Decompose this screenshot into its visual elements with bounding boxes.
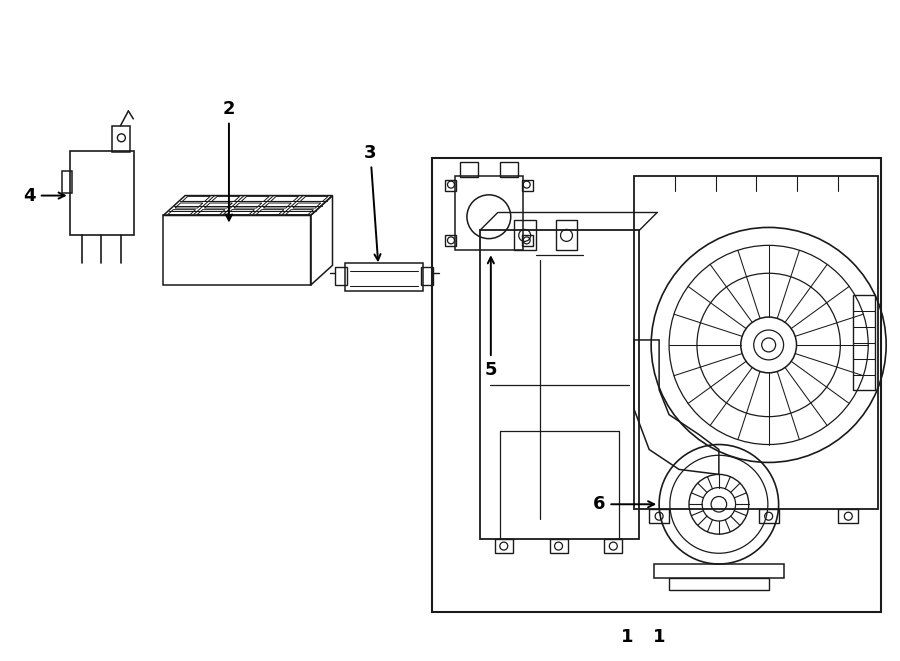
Bar xyxy=(112,126,130,152)
Bar xyxy=(336,267,347,285)
Bar xyxy=(555,221,578,251)
Bar xyxy=(480,231,639,539)
Bar xyxy=(421,267,433,285)
Bar xyxy=(445,235,456,247)
Text: 4: 4 xyxy=(23,186,65,204)
Bar xyxy=(69,151,134,235)
Text: 1: 1 xyxy=(620,628,633,646)
Text: 2: 2 xyxy=(222,100,235,221)
Bar xyxy=(495,539,513,553)
Bar xyxy=(839,509,859,524)
Bar xyxy=(432,158,881,612)
Bar xyxy=(759,509,778,524)
Bar xyxy=(460,162,478,176)
Text: 6: 6 xyxy=(593,495,654,514)
Bar xyxy=(669,578,769,590)
Bar xyxy=(649,509,669,524)
Bar xyxy=(445,180,456,190)
Bar xyxy=(550,539,568,553)
Bar xyxy=(604,539,622,553)
Bar xyxy=(346,263,423,291)
Bar xyxy=(455,176,523,251)
Bar xyxy=(522,180,533,190)
Bar xyxy=(654,564,784,578)
Bar xyxy=(853,295,875,390)
Text: 1: 1 xyxy=(652,628,665,646)
Bar xyxy=(500,162,518,176)
Text: 3: 3 xyxy=(364,143,381,260)
Text: 5: 5 xyxy=(484,257,497,379)
Bar xyxy=(61,171,72,192)
Bar xyxy=(522,235,533,247)
Bar xyxy=(514,221,536,251)
